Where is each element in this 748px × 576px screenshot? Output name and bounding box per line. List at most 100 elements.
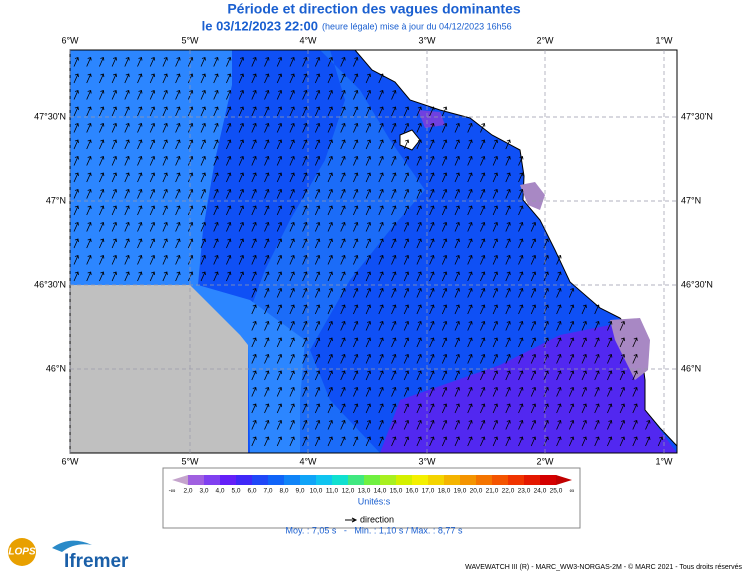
wave-arrow: [467, 221, 473, 232]
wave-arrow: [124, 205, 130, 216]
wave-arrow: [251, 139, 257, 150]
wave-arrow: [518, 188, 524, 199]
wave-arrow: [391, 106, 397, 117]
wave-arrow: [492, 419, 498, 430]
wave-arrow: [467, 188, 473, 199]
wave-arrow: [391, 238, 397, 249]
wave-arrow: [632, 370, 638, 381]
wave-arrow: [327, 353, 333, 364]
wave-arrow: [353, 188, 359, 199]
wave-arrow: [454, 155, 460, 166]
wave-arrow: [353, 122, 359, 133]
wave-arrow: [467, 122, 473, 133]
wave-arrow: [86, 122, 92, 133]
wave-arrow: [365, 304, 371, 315]
lon-label: 5°W: [181, 456, 199, 466]
wave-arrow: [302, 122, 308, 133]
wave-arrow: [276, 172, 283, 183]
ifremer-wave: [52, 540, 92, 552]
wave-arrow: [416, 271, 422, 282]
wave-arrow: [378, 172, 384, 183]
wave-arrow: [340, 287, 346, 298]
wave-arrow: [213, 172, 219, 183]
wave-arrow: [111, 73, 117, 84]
wave-arrow: [530, 353, 537, 364]
wave-arrow: [124, 106, 130, 117]
colorbar-label: 12,0: [342, 488, 355, 495]
wave-arrow: [492, 436, 498, 447]
wave-arrow: [365, 271, 371, 282]
wave-arrow: [302, 403, 308, 414]
wave-arrow: [492, 403, 498, 414]
wave-arrow: [289, 73, 295, 84]
wave-arrow: [327, 386, 333, 397]
wave-arrow: [200, 188, 206, 199]
wave-arrow: [403, 271, 410, 282]
wave-arrow: [467, 403, 473, 414]
wave-arrow: [480, 221, 486, 232]
wave-arrow: [327, 304, 333, 315]
wave-arrow: [467, 139, 473, 150]
wave-arrow: [302, 221, 308, 232]
wave-arrow: [276, 419, 283, 430]
wave-arrow: [340, 139, 346, 150]
wave-arrow: [302, 353, 308, 364]
wave-arrow: [289, 320, 295, 331]
wave-arrow: [314, 353, 321, 364]
wave-arrow: [251, 370, 257, 381]
wave-arrow: [467, 353, 473, 364]
wave-arrow: [530, 287, 537, 298]
wave-arrow: [403, 304, 410, 315]
wave-arrow: [99, 89, 105, 100]
wave-arrow: [429, 122, 435, 133]
wave-arrow: [518, 386, 524, 397]
wave-arrow: [111, 205, 117, 216]
colorbar-label: 23,0: [518, 488, 531, 495]
wave-arrow: [302, 172, 308, 183]
wave-arrow: [441, 304, 448, 315]
wave-arrow: [543, 386, 549, 397]
colorbar-segment: [332, 475, 349, 485]
wave-arrow: [556, 370, 562, 381]
wave-arrow: [213, 106, 219, 117]
wave-arrow: [454, 122, 460, 133]
estuary: [610, 318, 650, 380]
wave-arrow: [403, 403, 410, 414]
wave-arrow: [480, 271, 486, 282]
wave-arrow: [416, 205, 422, 216]
wave-arrow: [251, 73, 257, 84]
wave-arrow: [530, 238, 537, 249]
wave-arrow: [162, 155, 168, 166]
wave-arrow: [251, 386, 257, 397]
wave-arrow: [403, 205, 410, 216]
wave-arrow: [454, 271, 460, 282]
wave-arrow: [365, 337, 371, 348]
wave-arrow: [327, 320, 333, 331]
wave-arrow: [543, 254, 549, 265]
wave-arrow: [441, 221, 448, 232]
wave-arrow: [86, 221, 92, 232]
wave-arrow: [403, 221, 410, 232]
wave-arrow: [365, 73, 371, 84]
wave-arrow: [99, 73, 105, 84]
wave-arrow: [492, 238, 498, 249]
wave-arrow: [124, 188, 130, 199]
wave-arrow: [200, 172, 206, 183]
wave-arrow: [568, 353, 575, 364]
wave-arrow: [327, 221, 333, 232]
wave-arrow: [264, 370, 270, 381]
wave-arrow: [543, 238, 549, 249]
wave-arrow: [467, 386, 473, 397]
colorbar-label: 11,0: [326, 488, 339, 495]
wave-arrow: [594, 436, 600, 447]
wave-arrow: [505, 353, 511, 364]
wave-arrow: [149, 56, 156, 67]
wave-arrow: [378, 221, 384, 232]
lon-label: 3°W: [418, 456, 436, 466]
wave-arrow: [289, 419, 295, 430]
wave-arrow: [162, 254, 168, 265]
colorbar-label: 9,0: [295, 488, 304, 495]
colorbar-segment: [220, 475, 237, 485]
wave-arrow: [391, 172, 397, 183]
wave-arrow: [314, 304, 321, 315]
